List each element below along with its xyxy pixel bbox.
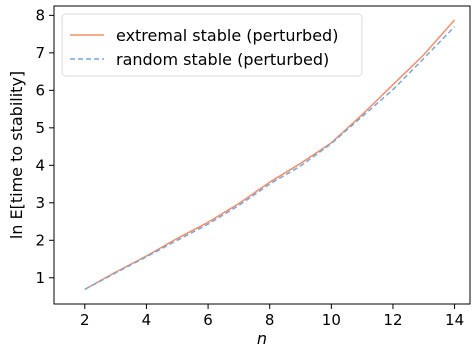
y-tick-label: 3 bbox=[35, 194, 45, 212]
y-axis-ticks: 1 2 3 4 5 6 7 8 bbox=[35, 6, 54, 287]
x-tick-label: 2 bbox=[80, 311, 90, 329]
plot-area-border bbox=[53, 5, 471, 305]
x-tick-label: 10 bbox=[322, 311, 341, 329]
series-lines bbox=[84, 19, 456, 291]
y-axis-label: ln E[time to stability] bbox=[7, 71, 26, 239]
random-series-line bbox=[84, 26, 456, 291]
y-tick-label: 6 bbox=[35, 81, 45, 99]
axes-frame bbox=[53, 5, 471, 305]
x-axis-ticks: 2 4 6 8 10 12 14 bbox=[80, 304, 464, 329]
x-tick-label: 4 bbox=[142, 311, 152, 329]
y-tick-label: 8 bbox=[35, 6, 45, 24]
y-tick-label: 4 bbox=[35, 156, 45, 174]
legend-label: extremal stable (perturbed) bbox=[116, 26, 338, 45]
y-tick-label: 5 bbox=[35, 119, 45, 137]
legend-box bbox=[61, 13, 363, 77]
x-tick-label: 14 bbox=[445, 311, 464, 329]
x-axis-label: n bbox=[257, 329, 267, 347]
y-tick-label: 1 bbox=[35, 269, 45, 287]
y-tick-label: 2 bbox=[35, 231, 45, 249]
extremal-series-line bbox=[84, 19, 456, 291]
y-tick-label: 7 bbox=[35, 44, 45, 62]
legend-label: random stable (perturbed) bbox=[116, 50, 329, 69]
legend: extremal stable (perturbed) random stable… bbox=[61, 13, 363, 77]
x-tick-label: 8 bbox=[265, 311, 275, 329]
x-tick-label: 6 bbox=[203, 311, 213, 329]
x-tick-label: 12 bbox=[383, 311, 402, 329]
